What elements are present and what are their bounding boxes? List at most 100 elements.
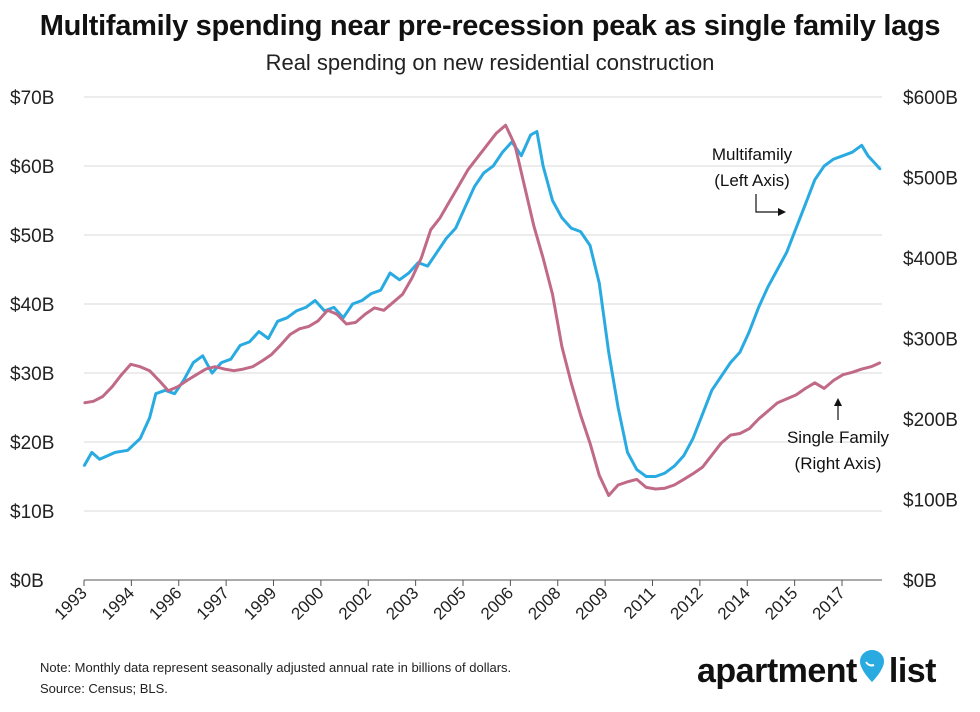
data-point-single_family <box>289 333 291 336</box>
data-point-multifamily <box>607 351 610 354</box>
data-point-multifamily <box>873 161 875 164</box>
annotation-multifamily-line1: Multifamily <box>712 145 793 164</box>
data-point-multifamily <box>139 437 141 440</box>
data-point-single_family <box>401 293 404 296</box>
data-point-single_family <box>186 379 188 382</box>
data-point-single_family <box>167 390 170 392</box>
data-point-multifamily <box>389 272 391 274</box>
data-point-single_family <box>420 257 423 259</box>
data-point-multifamily <box>267 337 270 340</box>
data-point-multifamily <box>804 203 807 205</box>
data-point-multifamily <box>464 206 466 209</box>
data-point-multifamily <box>454 227 457 229</box>
dual-axis-line-chart: $0B $10B $20B $30B $40B $50B $60B $70B $0B $100B… <box>10 88 958 624</box>
series-layer <box>82 123 882 497</box>
data-point-single_family <box>523 184 526 187</box>
data-point-multifamily <box>258 330 260 333</box>
x-tick-label: 2009 <box>572 583 612 623</box>
data-point-multifamily <box>561 217 563 219</box>
data-point-multifamily <box>155 392 157 395</box>
data-point-multifamily <box>248 341 251 343</box>
data-point-multifamily <box>501 151 504 153</box>
data-point-single_family <box>195 373 198 376</box>
data-point-single_family <box>308 325 310 328</box>
left-y-tick-label: $20B <box>10 433 54 454</box>
data-point-multifamily <box>492 165 495 167</box>
data-point-multifamily <box>867 154 869 157</box>
data-point-multifamily <box>823 165 825 167</box>
data-point-single_family <box>214 365 216 368</box>
data-point-multifamily <box>589 244 591 247</box>
data-point-single_family <box>607 494 610 497</box>
data-point-single_family <box>870 365 872 368</box>
data-point-multifamily <box>682 455 685 457</box>
right-y-tick-label: $200B <box>903 410 958 431</box>
annotations: Multifamily (Left Axis) Single Family (Righ… <box>712 145 890 473</box>
right-y-tick-label: $600B <box>903 88 958 109</box>
data-point-single_family <box>326 309 329 312</box>
data-point-multifamily <box>814 179 816 181</box>
left-y-tick-label: $40B <box>10 295 54 316</box>
x-tick-label: 2008 <box>524 583 564 623</box>
data-point-multifamily <box>879 168 882 171</box>
data-point-single_family <box>383 309 385 312</box>
data-point-multifamily <box>795 227 797 229</box>
data-point-multifamily <box>529 134 532 136</box>
data-point-single_family <box>832 379 835 382</box>
data-point-single_family <box>589 442 591 444</box>
data-point-single_family <box>158 379 160 382</box>
data-point-multifamily <box>370 292 373 295</box>
x-tick-label: 1994 <box>98 583 138 623</box>
x-tick-label: 2006 <box>477 583 517 623</box>
data-point-single_family <box>795 394 797 396</box>
logo-text-left: apartment <box>697 652 857 690</box>
left-y-tick-label: $70B <box>10 88 54 109</box>
data-point-single_family <box>729 434 732 436</box>
data-point-multifamily <box>701 413 704 416</box>
data-point-multifamily <box>126 449 129 452</box>
x-tick-label: 2003 <box>382 583 422 623</box>
data-point-multifamily <box>201 355 204 357</box>
x-axis: 1993 1994 1996 1997 1999 2000 2002 2003 2005 2006… <box>51 580 849 624</box>
left-y-tick-label: $60B <box>10 157 54 178</box>
data-point-single_family <box>476 156 479 159</box>
data-point-single_family <box>486 144 488 147</box>
data-point-multifamily <box>536 130 538 133</box>
data-point-multifamily <box>91 451 93 454</box>
data-point-single_family <box>458 184 460 187</box>
logo-text-right: list <box>888 652 937 690</box>
data-point-single_family <box>814 382 816 384</box>
x-tick-label: 1997 <box>193 583 233 623</box>
data-point-single_family <box>411 277 413 279</box>
data-point-multifamily <box>664 472 666 474</box>
data-point-multifamily <box>729 361 732 364</box>
data-point-multifamily <box>314 299 316 302</box>
annotation-arrow-multifamily <box>755 194 780 213</box>
location-pin-icon <box>859 649 885 692</box>
data-point-single_family <box>111 386 113 388</box>
data-point-multifamily <box>673 465 676 467</box>
data-point-multifamily <box>295 310 298 312</box>
data-point-single_family <box>429 229 432 231</box>
data-point-multifamily <box>483 172 485 174</box>
data-point-multifamily <box>473 185 476 188</box>
annotation-single-family-line2: (Right Axis) <box>795 454 882 473</box>
data-point-multifamily <box>445 237 448 240</box>
data-point-single_family <box>626 481 629 483</box>
data-point-multifamily <box>276 320 279 323</box>
data-point-single_family <box>345 323 348 325</box>
chart-source: Source: Census; BLS. <box>40 681 168 696</box>
left-y-axis: $0B $10B $20B $30B $40B $50B $60B $70B <box>10 88 54 592</box>
data-point-single_family <box>120 373 123 376</box>
x-tick-label: 2011 <box>620 583 659 622</box>
data-point-single_family <box>242 368 245 370</box>
data-point-single_family <box>148 369 151 372</box>
data-point-single_family <box>767 410 769 412</box>
data-point-multifamily <box>436 251 438 254</box>
data-point-multifamily <box>711 389 713 392</box>
data-point-multifamily <box>842 154 844 157</box>
left-y-tick-label: $10B <box>10 502 54 523</box>
data-point-single_family <box>860 368 863 370</box>
x-tick-label: 2005 <box>430 583 470 623</box>
data-point-single_family <box>711 454 713 457</box>
